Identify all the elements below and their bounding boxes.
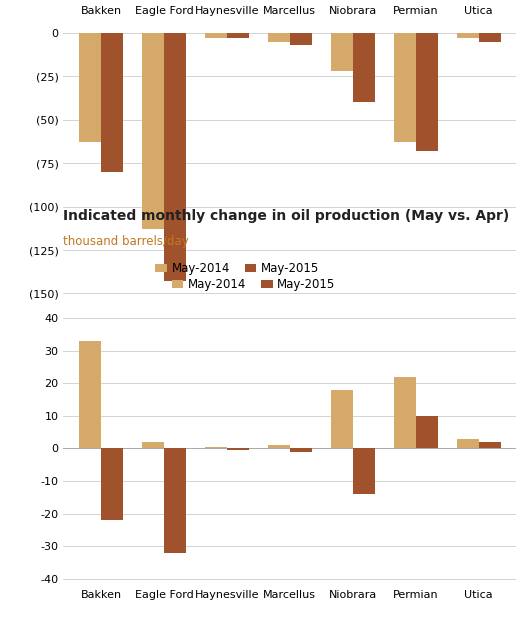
Bar xyxy=(164,448,186,553)
Bar xyxy=(394,33,416,142)
Bar xyxy=(394,377,416,448)
Bar xyxy=(457,33,479,38)
Bar xyxy=(416,416,438,448)
Bar xyxy=(353,33,375,102)
Bar xyxy=(331,390,353,448)
Bar xyxy=(227,33,249,38)
Bar xyxy=(227,448,249,450)
Bar xyxy=(101,33,123,172)
Bar xyxy=(479,33,501,41)
Bar xyxy=(290,33,312,45)
Bar xyxy=(353,448,375,494)
Bar xyxy=(331,33,353,71)
Text: Indicated monthly change in oil production (May vs. Apr): Indicated monthly change in oil producti… xyxy=(63,209,510,223)
Bar xyxy=(205,447,227,448)
Bar xyxy=(79,341,101,448)
Bar xyxy=(79,33,101,142)
Bar xyxy=(101,448,123,520)
Bar xyxy=(416,33,438,151)
Bar xyxy=(457,439,479,448)
Bar xyxy=(205,33,227,38)
Legend: May-2014, May-2015: May-2014, May-2015 xyxy=(151,257,324,279)
Bar xyxy=(142,33,164,229)
Text: thousand barrels/day: thousand barrels/day xyxy=(63,235,189,248)
Bar xyxy=(268,445,290,448)
Bar xyxy=(479,442,501,448)
Bar xyxy=(268,33,290,41)
Legend: May-2014, May-2015: May-2014, May-2015 xyxy=(167,273,340,296)
Bar xyxy=(164,33,186,281)
Bar xyxy=(290,448,312,452)
Bar xyxy=(142,442,164,448)
